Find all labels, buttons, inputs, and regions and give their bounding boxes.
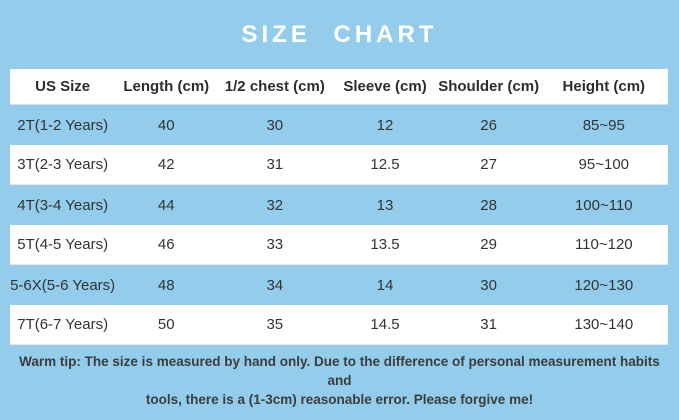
value-cell: 130~140 [574, 316, 634, 333]
value-cell: 30 [266, 116, 284, 134]
value-cell: 28 [480, 196, 497, 214]
value-cell: 42 [157, 156, 175, 173]
value-cell: 48 [157, 276, 175, 294]
value-cell: 40 [157, 116, 175, 134]
value-cell: 34 [266, 276, 284, 294]
size-label-cell: 2T(1-2 Years) [17, 116, 109, 134]
value-cell: 12 [376, 116, 394, 134]
value-cell: 30 [480, 276, 497, 294]
header-cell: Sleeve (cm) [343, 78, 427, 95]
value-cell: 13.5 [370, 236, 400, 253]
header-cell: Shoulder (cm) [438, 78, 540, 95]
value-cell: 85~95 [582, 116, 625, 134]
page-title: SIZE CHART [241, 20, 438, 48]
value-cell: 95~100 [578, 156, 630, 173]
warm-tip-line1: Warm tip: The size is measured by hand o… [19, 354, 660, 388]
table-row: 3T(2-3 Years) 42 31 12.5 27 95~100 [10, 145, 668, 185]
size-label-cell: 4T(3-4 Years) [17, 196, 109, 214]
value-cell: 33 [266, 236, 284, 253]
title-bar: SIZE CHART [0, 0, 679, 69]
value-cell: 50 [157, 316, 175, 333]
table-header-row: US Size Length (cm) 1/2 chest (cm) Sleeve (… [10, 69, 668, 105]
value-cell: 32 [266, 196, 284, 214]
size-label-cell: 7T(6-7 Years) [17, 316, 109, 333]
table-row: 5T(4-5 Years) 46 33 13.5 29 110~120 [10, 225, 668, 265]
header-cell: 1/2 chest (cm) [224, 78, 325, 95]
value-cell: 46 [157, 236, 175, 253]
warm-tip-line2: tools, there is a (1-3cm) reasonable err… [145, 392, 534, 407]
size-label-cell: 5-6X(5-6 Years) [10, 276, 116, 294]
header-cell: US Size [35, 78, 91, 95]
table-row: 2T(1-2 Years) 40 30 12 26 85~95 [10, 105, 668, 145]
value-cell: 27 [480, 156, 497, 173]
warm-tip: Warm tip: The size is measured by hand o… [16, 352, 664, 409]
value-cell: 35 [266, 316, 284, 333]
size-label-cell: 5T(4-5 Years) [17, 236, 109, 253]
value-cell: 26 [480, 116, 497, 134]
value-cell: 100~110 [574, 196, 633, 214]
value-cell: 44 [157, 196, 175, 214]
size-chart-table: US Size Length (cm) 1/2 chest (cm) Sleeve (… [10, 69, 668, 345]
value-cell: 13 [376, 196, 394, 214]
table-row: 4T(3-4 Years) 44 32 13 28 100~110 [10, 185, 668, 225]
value-cell: 14 [376, 276, 394, 294]
table-row: 5-6X(5-6 Years) 48 34 14 30 120~130 [10, 265, 668, 305]
value-cell: 12.5 [370, 156, 400, 173]
value-cell: 31 [480, 316, 497, 333]
value-cell: 14.5 [370, 316, 400, 333]
header-cell: Height (cm) [562, 78, 646, 95]
table-row: 7T(6-7 Years) 50 35 14.5 31 130~140 [10, 305, 668, 345]
value-cell: 110~120 [574, 236, 633, 253]
value-cell: 29 [480, 236, 497, 253]
value-cell: 31 [266, 156, 284, 173]
size-label-cell: 3T(2-3 Years) [17, 156, 109, 173]
value-cell: 120~130 [574, 276, 634, 294]
header-cell: Length (cm) [123, 78, 210, 95]
